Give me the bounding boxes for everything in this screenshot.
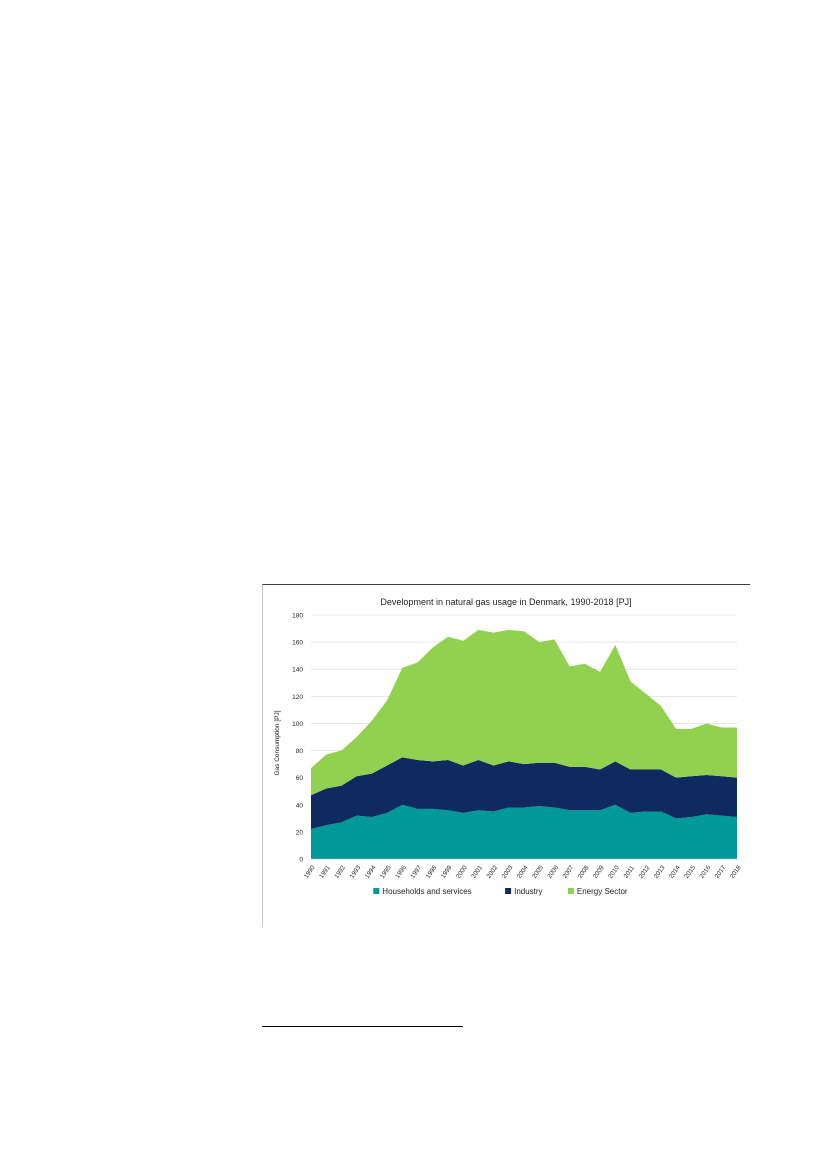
x-tick-label-2017: 2017: [714, 864, 728, 880]
x-tick-label-1993: 1993: [349, 864, 363, 880]
x-tick-label-1992: 1992: [333, 864, 347, 880]
x-tick-label-2001: 2001: [470, 864, 484, 880]
legend-swatch-households-and-services: [373, 888, 380, 894]
area-series-energy-sector: [311, 629, 737, 796]
x-tick-label-2012: 2012: [638, 864, 652, 880]
legend-label-energy-sector: Energy Sector: [577, 887, 628, 896]
legend-swatch-energy-sector: [567, 888, 574, 894]
y-tick-label-140: 140: [292, 667, 303, 674]
legend-swatch-industry: [505, 888, 512, 894]
y-tick-label-80: 80: [296, 748, 304, 755]
x-tick-label-2014: 2014: [668, 864, 682, 880]
x-tick-label-2006: 2006: [546, 864, 560, 880]
legend-label-industry: Industry: [514, 887, 542, 896]
x-tick-label-2008: 2008: [577, 864, 591, 880]
gas-usage-chart: Development in natural gas usage in Denm…: [274, 597, 743, 896]
x-tick-label-1990: 1990: [303, 864, 317, 880]
x-tick-label-2010: 2010: [607, 864, 621, 880]
footnote-separator: [262, 1026, 463, 1027]
x-tick-label-2009: 2009: [592, 864, 606, 880]
x-tick-label-1995: 1995: [379, 864, 393, 880]
y-tick-label-160: 160: [292, 640, 303, 647]
x-tick-label-2016: 2016: [698, 864, 712, 880]
x-tick-label-1997: 1997: [409, 864, 423, 880]
x-tick-label-2015: 2015: [683, 864, 697, 880]
area-series-households-and-services: [311, 804, 737, 859]
x-tick-label-1998: 1998: [425, 864, 439, 880]
y-tick-label-40: 40: [296, 802, 304, 809]
x-tick-label-1991: 1991: [318, 864, 332, 880]
y-tick-label-120: 120: [292, 694, 303, 701]
x-tick-label-2013: 2013: [653, 864, 667, 880]
x-tick-label-2002: 2002: [485, 864, 499, 880]
y-tick-label-0: 0: [299, 857, 303, 864]
y-tick-label-180: 180: [292, 613, 303, 620]
legend-label-households-and-services: Households and services: [382, 887, 471, 896]
x-tick-label-1994: 1994: [364, 864, 378, 880]
x-tick-label-1999: 1999: [440, 864, 454, 880]
y-tick-label-20: 20: [296, 829, 304, 836]
x-tick-label-2007: 2007: [562, 864, 576, 880]
x-tick-label-2011: 2011: [623, 864, 637, 880]
y-axis-label: Gas Consumption [PJ]: [274, 710, 281, 775]
x-tick-label-2000: 2000: [455, 864, 469, 880]
chart-container: Development in natural gas usage in Denm…: [262, 584, 750, 927]
x-tick-label-1996: 1996: [394, 864, 408, 880]
x-tick-label-2003: 2003: [501, 864, 515, 880]
y-tick-label-60: 60: [296, 775, 304, 782]
chart-title: Development in natural gas usage in Denm…: [380, 597, 631, 607]
x-tick-label-2005: 2005: [531, 864, 545, 880]
y-tick-label-100: 100: [292, 721, 303, 728]
area-series-industry: [311, 757, 737, 830]
x-tick-label-2018: 2018: [729, 864, 743, 880]
x-tick-label-2004: 2004: [516, 864, 530, 880]
